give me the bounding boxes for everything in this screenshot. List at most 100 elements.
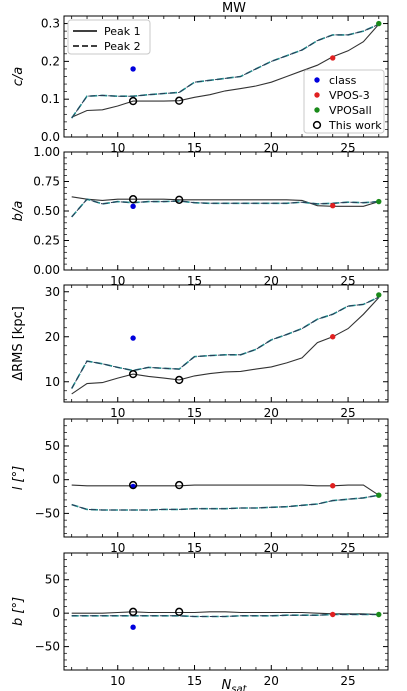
panel-5: 10 15 20 25 −50 0 50 b [°] <box>11 552 389 688</box>
panels: 10 15 20 25 0.0 0.1 0.2 0.3 c/a 10 15 20 25 0.00 0.25 0… <box>11 15 389 688</box>
vposall-point <box>376 198 382 205</box>
y-axis-label: l [°] <box>11 466 26 490</box>
legend-point-swatch <box>312 120 322 130</box>
y-axis-label: b/a <box>11 201 26 222</box>
this-work-point <box>128 369 138 379</box>
legend-points: class VPOS-3 VPOSall This work <box>303 69 385 134</box>
x-tick-label: 15 <box>187 674 202 688</box>
legend-point-label: This work <box>328 119 382 132</box>
x-tick-label: 10 <box>110 541 125 555</box>
series-peak1-line <box>71 484 380 496</box>
axes-frame <box>63 418 389 538</box>
series-peak1-line <box>71 196 379 207</box>
x-tick-label: 15 <box>187 406 202 420</box>
y-tick-label: 50 <box>45 573 60 587</box>
y-tick-label: 0 <box>52 606 60 620</box>
x-tick-label: 25 <box>340 406 355 420</box>
series-peak2-line <box>71 296 380 389</box>
panel-3: 10 15 20 25 10 20 30 ΔRMS [kpc] <box>11 284 389 420</box>
legend-lines: Peak 1 Peak 2 <box>67 19 151 55</box>
this-work-point <box>128 607 138 616</box>
y-tick-label: 0.50 <box>33 204 60 218</box>
vposall-point <box>376 292 382 298</box>
y-axis-label: b [°] <box>11 597 26 626</box>
y-tick-label: −50 <box>35 506 60 520</box>
this-work-point <box>175 96 184 105</box>
x-tick-label: 25 <box>340 674 355 688</box>
x-tick-label: 25 <box>340 541 355 555</box>
series-peak1-line <box>71 23 380 118</box>
x-axis-label: Nsat <box>222 678 248 691</box>
figure-title: MW <box>222 1 246 16</box>
x-tick-label: 10 <box>110 406 125 420</box>
axes-frame <box>63 552 389 671</box>
x-tick-label: 20 <box>264 541 279 555</box>
y-tick-label: 0.2 <box>41 54 60 68</box>
axes-frame <box>63 151 389 271</box>
series-peak2-overlay <box>71 614 379 617</box>
legend-point-label: VPOS-3 <box>329 89 370 102</box>
this-work-point <box>128 195 138 204</box>
y-axis-label: c/a <box>11 67 26 87</box>
y-tick-label: 50 <box>45 439 60 453</box>
class-point <box>130 624 136 630</box>
class-point <box>130 66 136 72</box>
class-point <box>130 335 136 341</box>
series-peak1-line <box>71 297 380 395</box>
y-tick-label: 0.00 <box>33 263 60 277</box>
y-tick-label: 0.3 <box>41 17 60 31</box>
x-tick-label: 10 <box>110 674 125 688</box>
y-tick-label: 0.1 <box>41 92 60 106</box>
vposall-point <box>376 492 382 498</box>
x-axis-label-sub: sat <box>231 684 247 691</box>
y-tick-label: 20 <box>45 330 60 344</box>
y-tick-label: 0 <box>52 473 60 487</box>
panel-2: 10 15 20 250.000.250.500.751.00b/a <box>11 145 389 288</box>
panel-4: 10 15 20 25 −50 0 50 l [°] <box>11 418 389 555</box>
y-axis-label: ΔRMS [kpc] <box>11 306 26 381</box>
series-peak2-overlay <box>71 296 380 389</box>
vpos3-point <box>330 611 336 618</box>
legend-point-label: VPOSall <box>329 104 372 117</box>
legend-lines-box <box>67 19 151 55</box>
x-tick-label: 20 <box>264 406 279 420</box>
vpos3-point <box>330 55 336 61</box>
this-work-point <box>128 96 138 106</box>
series-peak2-overlay <box>71 198 379 218</box>
y-tick-label: 10 <box>45 375 60 389</box>
series-peak1-line <box>71 611 379 616</box>
legend-point-swatch <box>314 77 320 83</box>
this-work-point <box>128 480 138 490</box>
y-tick-label: 0.25 <box>33 234 60 248</box>
series-peak2-line <box>71 494 379 511</box>
this-work-point <box>175 195 184 204</box>
y-tick-label: 0.75 <box>33 175 60 189</box>
y-tick-label: 0.0 <box>41 130 60 144</box>
vpos3-point <box>330 202 336 209</box>
series-peak2-overlay <box>71 494 379 511</box>
x-tick-label: 20 <box>264 674 279 688</box>
class-point <box>130 203 136 209</box>
y-tick-label: 1.00 <box>33 145 60 159</box>
this-work-point <box>175 375 184 385</box>
this-work-point <box>175 607 184 616</box>
legend-line-label: Peak 2 <box>104 40 141 53</box>
legend-points-box <box>303 69 385 134</box>
this-work-point <box>175 480 184 490</box>
vpos3-point <box>330 483 336 489</box>
y-tick-label: 30 <box>45 285 60 299</box>
legend-line-label: Peak 1 <box>104 25 141 38</box>
panel-1: 10 15 20 250.00.10.20.3c/a <box>11 15 389 155</box>
legend-point-label: class <box>329 74 357 87</box>
legend-point-swatch <box>314 107 320 113</box>
vposall-point <box>376 611 382 618</box>
legend-point-swatch <box>314 92 320 98</box>
vpos3-point <box>330 334 336 340</box>
series-peak2-overlay <box>71 23 380 119</box>
x-tick-label: 15 <box>187 541 202 555</box>
y-tick-label: −50 <box>35 640 60 654</box>
vposall-point <box>376 20 382 27</box>
axes-frame <box>63 284 389 403</box>
x-axis-label-main: N <box>222 678 232 691</box>
